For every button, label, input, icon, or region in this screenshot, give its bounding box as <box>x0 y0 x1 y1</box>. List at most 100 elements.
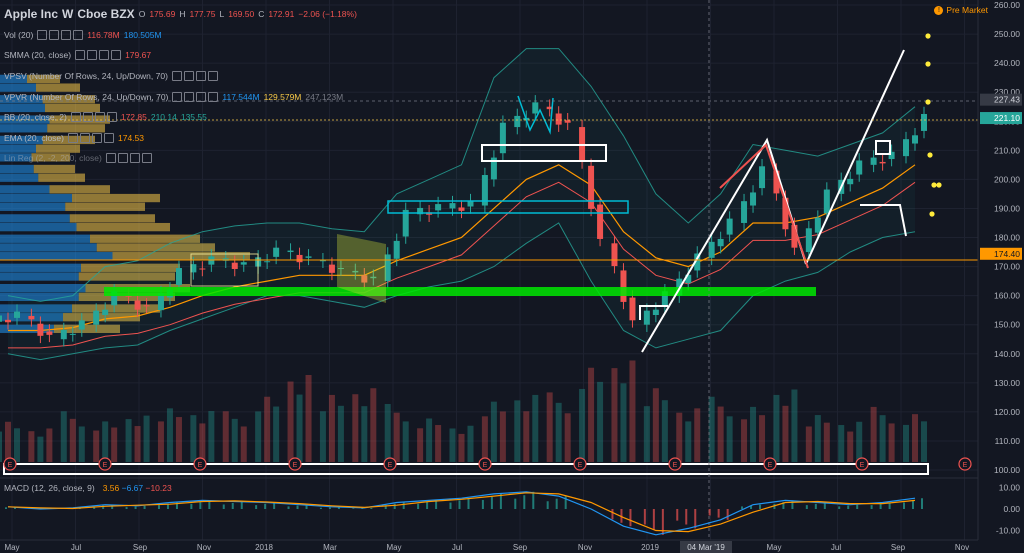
trend-line-long[interactable] <box>805 49 905 265</box>
macd-hist-bar <box>370 507 373 509</box>
earnings-marker[interactable] <box>958 457 972 471</box>
earnings-marker[interactable] <box>573 457 587 471</box>
indicator-buttons[interactable] <box>171 71 218 82</box>
volume-bar <box>514 400 521 462</box>
green-zone[interactable] <box>104 287 816 296</box>
macd-hist-bar <box>726 509 729 520</box>
earnings-marker[interactable] <box>763 457 777 471</box>
indicator-name[interactable]: EMA (20, close) <box>4 132 64 143</box>
vp-bar-down <box>33 164 75 174</box>
volume-bar <box>694 408 701 462</box>
macd-hist-bar <box>879 503 882 509</box>
cyan-zigzag[interactable] <box>517 95 554 135</box>
ema-line <box>8 164 916 332</box>
volume-bar <box>676 412 683 462</box>
volume-bar <box>435 425 442 462</box>
macd-hist-bar <box>231 502 234 509</box>
macd-hist-bar <box>255 505 258 509</box>
interval[interactable]: W <box>62 7 74 22</box>
white-box-small[interactable] <box>875 140 891 155</box>
indicator-name[interactable]: Lin Reg (2, -2, 200, close) <box>4 153 102 164</box>
candle-body <box>597 204 604 239</box>
indicator-name[interactable]: SMMA (20, close) <box>4 50 72 61</box>
earnings-marker[interactable] <box>288 457 302 471</box>
indicator-name[interactable]: VPSV (Number Of Rows, 24, Up/Down, 70) <box>4 71 168 82</box>
candle-body <box>685 274 692 284</box>
earnings-marker[interactable] <box>383 457 397 471</box>
macd-hist-bar <box>773 503 776 509</box>
time-label: May <box>4 543 19 552</box>
macd-hist-bar <box>435 500 438 509</box>
indicator-buttons[interactable] <box>75 50 122 61</box>
macd-hist-bar <box>319 507 322 509</box>
earnings-marker[interactable] <box>855 457 869 471</box>
indicator-name[interactable]: Vol (20) <box>4 29 34 40</box>
yellow-box[interactable] <box>190 253 259 287</box>
indicator-buttons[interactable] <box>172 91 219 102</box>
white-box[interactable] <box>481 144 607 162</box>
candle-body <box>337 268 344 270</box>
indicator-buttons[interactable] <box>70 112 117 123</box>
macd-hist-bar <box>134 506 137 509</box>
macd-hist-bar <box>199 502 202 509</box>
time-label: Jul <box>452 543 462 552</box>
candle-body <box>694 253 701 271</box>
vp-bar-up <box>0 272 79 281</box>
price-tick: 120.00 <box>994 407 1020 417</box>
indicator-name[interactable]: BB (20, close, 2) <box>4 112 67 123</box>
earnings-marker[interactable] <box>478 457 492 471</box>
candle-body <box>467 201 474 207</box>
earnings-marker[interactable] <box>193 457 207 471</box>
volume-bar <box>166 408 173 462</box>
macd-hist-bar <box>287 506 290 509</box>
vp-bar-up <box>0 83 36 92</box>
earnings-marker[interactable] <box>3 457 17 471</box>
indicator-buttons[interactable] <box>68 132 114 143</box>
price-tag-current-text: 221.10 <box>994 113 1020 123</box>
volume-bar <box>240 426 247 462</box>
symbol-name[interactable]: Apple Inc <box>4 7 59 22</box>
candle-body <box>402 209 409 237</box>
earnings-letter: E <box>578 462 583 469</box>
white-bracket[interactable] <box>639 305 668 320</box>
vp-bar-down <box>96 243 215 252</box>
candle-body <box>856 160 863 175</box>
triangle-zone[interactable] <box>337 234 386 303</box>
earnings-marker[interactable] <box>668 457 682 471</box>
red-line[interactable] <box>719 143 809 269</box>
vp-bar-up <box>0 135 43 145</box>
macd-hist-bar <box>814 503 817 509</box>
premarket-badge[interactable]: ! Pre Market <box>934 5 988 15</box>
candle-body <box>652 309 659 315</box>
cyan-box[interactable] <box>387 200 629 214</box>
vp-bar-down <box>42 95 95 104</box>
indicator-buttons[interactable] <box>105 153 152 164</box>
macd-name[interactable]: MACD (12, 26, close, 9) <box>4 483 95 493</box>
indicator-buttons[interactable] <box>37 29 84 40</box>
macd-legend: MACD (12, 26, close, 9) 3.56 −6.67 −10.2… <box>4 483 172 493</box>
earnings-letter: E <box>483 462 488 469</box>
earnings-marker[interactable] <box>98 457 112 471</box>
macd-hist-bar <box>750 505 753 509</box>
indicator-name[interactable]: VPVR (Number Of Rows, 24, Up/Down, 70) <box>4 91 169 102</box>
price-tags: 227.43 221.10 174.40 <box>980 93 1022 260</box>
macd-hist-bar <box>870 505 873 509</box>
macd-hist-bar <box>856 504 859 509</box>
volume-bar <box>319 411 326 462</box>
macd-hist-bar <box>481 499 484 509</box>
price-tag-ema <box>980 247 1022 260</box>
open-value: 175.69 <box>149 9 176 20</box>
candle-body <box>384 254 391 282</box>
white-bracket-2[interactable] <box>860 204 907 237</box>
vp-bar-up <box>0 284 86 293</box>
candle-body <box>190 264 197 273</box>
time-label: Nov <box>955 543 969 552</box>
macd-hist-bar <box>426 502 429 509</box>
projection-dot <box>936 182 942 188</box>
volume-bar <box>597 381 604 462</box>
macd-hist-bar <box>643 509 646 525</box>
time-label: Nov <box>197 543 211 552</box>
macd-hist-bar <box>676 509 679 521</box>
macd-hist-bar <box>240 501 243 509</box>
